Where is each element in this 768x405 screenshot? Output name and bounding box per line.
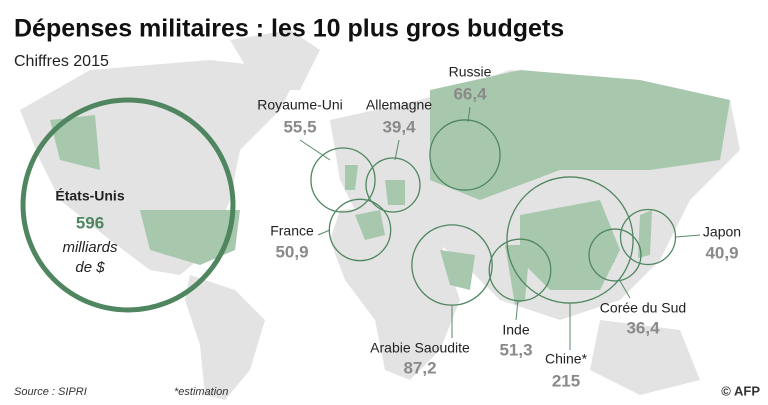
country-name: Royaume-Uni (257, 97, 343, 113)
unit-label: milliards (62, 239, 118, 256)
title: Dépenses militaires : les 10 plus gros b… (14, 15, 564, 43)
country-name: France (270, 223, 314, 239)
leader-line (515, 299, 519, 321)
country-name: Inde (502, 322, 529, 338)
leader-line (675, 234, 701, 238)
country-name: Allemagne (366, 97, 432, 113)
budget-circle (488, 238, 552, 302)
country-value: 55,5 (283, 117, 316, 136)
country-value: 215 (552, 371, 580, 390)
country-value: 50,9 (275, 242, 308, 261)
country-name: Corée du Sud (600, 300, 686, 316)
country-value: 87,2 (403, 358, 436, 377)
budget-circle (310, 147, 376, 213)
leader-line (619, 280, 631, 299)
budget-circle (588, 228, 642, 282)
country-name: États-Unis (55, 188, 124, 204)
leader-line (299, 139, 331, 161)
country-name: Russie (449, 64, 492, 80)
budget-circle (365, 157, 421, 213)
budget-layer: États-Unis 596 Royaume-Uni 55,5 Allemagne 39,… (20, 64, 741, 390)
leader-line (317, 229, 331, 236)
unit-label: de $ (75, 259, 105, 276)
country-value: 51,3 (499, 340, 532, 359)
budget-circle (429, 119, 501, 191)
country-value: 39,4 (382, 117, 416, 136)
leader-line (394, 139, 400, 161)
country-name: Arabie Saoudite (370, 340, 470, 356)
country-value: 40,9 (705, 243, 738, 262)
country-value: 36,4 (626, 318, 660, 337)
subtitle: Chiffres 2015 (14, 53, 109, 70)
country-name: Chine* (545, 351, 588, 367)
source: Source : SIPRI (14, 386, 87, 398)
country-value: 66,4 (453, 84, 487, 103)
credit: © AFP (721, 383, 760, 398)
budget-circle (619, 208, 677, 266)
note: *estimation (174, 386, 228, 398)
leader-line (467, 106, 471, 123)
country-value: 596 (76, 213, 104, 232)
country-name: Japon (703, 224, 741, 240)
budget-circle (20, 97, 236, 313)
